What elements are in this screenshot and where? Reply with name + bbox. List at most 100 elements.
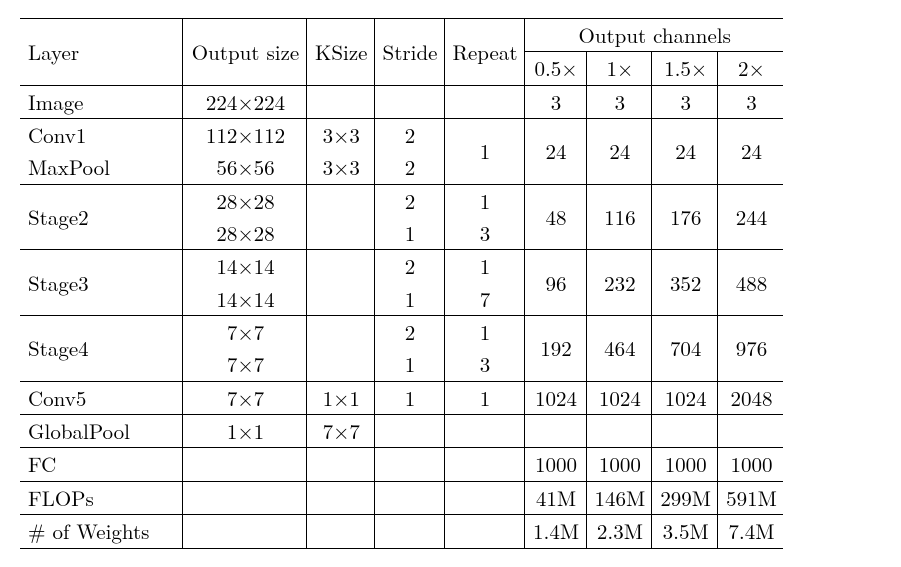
header-output-size: Output size (183, 19, 307, 86)
cell-stride: 2 (374, 316, 444, 349)
cell-c1: 146M (586, 481, 652, 514)
cell-ksize: 3×3 (307, 119, 375, 152)
cell-layer: MaxPool (20, 151, 183, 184)
cell-c2: 488 (718, 250, 783, 316)
cell-out: 7×7 (183, 381, 307, 414)
header-ch-15: 1.5× (652, 52, 718, 85)
row-stage2-a: Stage2 28×28 2 1 48 116 176 244 (20, 184, 783, 217)
cell-c05: 192 (524, 316, 586, 382)
cell-c1: 232 (586, 250, 652, 316)
cell-ksize (307, 348, 375, 381)
cell-stride: 1 (374, 283, 444, 316)
cell-out: 1×1 (183, 415, 307, 448)
cell-layer: Image (20, 85, 183, 118)
cell-c1: 1000 (586, 448, 652, 481)
header-repeat: Repeat (444, 19, 524, 86)
cell-ksize: 1×1 (307, 381, 375, 414)
cell-c05: 1.4M (524, 515, 586, 548)
cell-c05: 48 (524, 184, 586, 250)
header-output-channels: Output channels (524, 19, 783, 52)
cell-c2 (718, 415, 783, 448)
cell-c15: 176 (652, 184, 718, 250)
row-globalpool: GlobalPool 1×1 7×7 (20, 415, 783, 448)
cell-c05: 1000 (524, 448, 586, 481)
header-ch-05: 0.5× (524, 52, 586, 85)
cell-c15: 3 (652, 85, 718, 118)
cell-ksize (307, 250, 375, 283)
cell-repeat: 1 (444, 184, 524, 217)
row-image: Image 224×224 3 3 3 3 (20, 85, 783, 118)
header-layer: Layer (20, 19, 183, 86)
cell-c15: 299M (652, 481, 718, 514)
cell-ksize (307, 184, 375, 217)
architecture-table: Layer Output size KSize Stride Repeat Ou… (20, 18, 783, 549)
header-ch-2: 2× (718, 52, 783, 85)
cell-repeat: 1 (444, 250, 524, 283)
cell-ksize: 3×3 (307, 151, 375, 184)
cell-out: 112×112 (183, 119, 307, 152)
cell-layer: Stage3 (20, 250, 183, 316)
cell-repeat: 1 (444, 119, 524, 185)
cell-ksize (307, 316, 375, 349)
cell-out: 28×28 (183, 184, 307, 217)
cell-stride: 2 (374, 250, 444, 283)
cell-stride (374, 515, 444, 548)
row-stage4-a: Stage4 7×7 2 1 192 464 704 976 (20, 316, 783, 349)
row-conv5: Conv5 7×7 1×1 1 1 1024 1024 1024 2048 (20, 381, 783, 414)
cell-c15: 1024 (652, 381, 718, 414)
cell-repeat: 3 (444, 217, 524, 250)
cell-c2: 1000 (718, 448, 783, 481)
cell-repeat (444, 481, 524, 514)
cell-c15: 3.5M (652, 515, 718, 548)
cell-stride: 2 (374, 119, 444, 152)
cell-c05: 3 (524, 85, 586, 118)
cell-stride (374, 85, 444, 118)
cell-c1: 2.3M (586, 515, 652, 548)
cell-stride (374, 415, 444, 448)
cell-c2: 24 (718, 119, 783, 185)
cell-out (183, 481, 307, 514)
cell-repeat: 1 (444, 316, 524, 349)
cell-ksize (307, 448, 375, 481)
cell-out: 14×14 (183, 283, 307, 316)
cell-c15: 704 (652, 316, 718, 382)
cell-out: 56×56 (183, 151, 307, 184)
cell-out: 7×7 (183, 348, 307, 381)
cell-ksize (307, 481, 375, 514)
cell-c2: 976 (718, 316, 783, 382)
cell-c1 (586, 415, 652, 448)
cell-stride: 2 (374, 151, 444, 184)
cell-c2: 7.4M (718, 515, 783, 548)
cell-c15: 24 (652, 119, 718, 185)
cell-c1: 1024 (586, 381, 652, 414)
cell-out: 7×7 (183, 316, 307, 349)
cell-c05: 96 (524, 250, 586, 316)
cell-out: 224×224 (183, 85, 307, 118)
cell-repeat (444, 85, 524, 118)
cell-layer: GlobalPool (20, 415, 183, 448)
cell-out (183, 448, 307, 481)
cell-c1: 116 (586, 184, 652, 250)
row-conv1: Conv1 112×112 3×3 2 1 24 24 24 24 (20, 119, 783, 152)
cell-c15: 352 (652, 250, 718, 316)
cell-repeat: 1 (444, 381, 524, 414)
cell-layer: Stage2 (20, 184, 183, 250)
cell-c1: 24 (586, 119, 652, 185)
cell-c15 (652, 415, 718, 448)
cell-stride: 1 (374, 348, 444, 381)
cell-stride: 2 (374, 184, 444, 217)
cell-layer: FC (20, 448, 183, 481)
header-ksize: KSize (307, 19, 375, 86)
cell-c2: 591M (718, 481, 783, 514)
cell-ksize (307, 217, 375, 250)
header-row-1: Layer Output size KSize Stride Repeat Ou… (20, 19, 783, 52)
cell-layer: Conv1 (20, 119, 183, 152)
cell-repeat: 7 (444, 283, 524, 316)
cell-ksize (307, 85, 375, 118)
cell-stride: 1 (374, 217, 444, 250)
cell-c1: 3 (586, 85, 652, 118)
cell-c2: 244 (718, 184, 783, 250)
cell-c2: 3 (718, 85, 783, 118)
cell-ksize: 7×7 (307, 415, 375, 448)
cell-c05 (524, 415, 586, 448)
